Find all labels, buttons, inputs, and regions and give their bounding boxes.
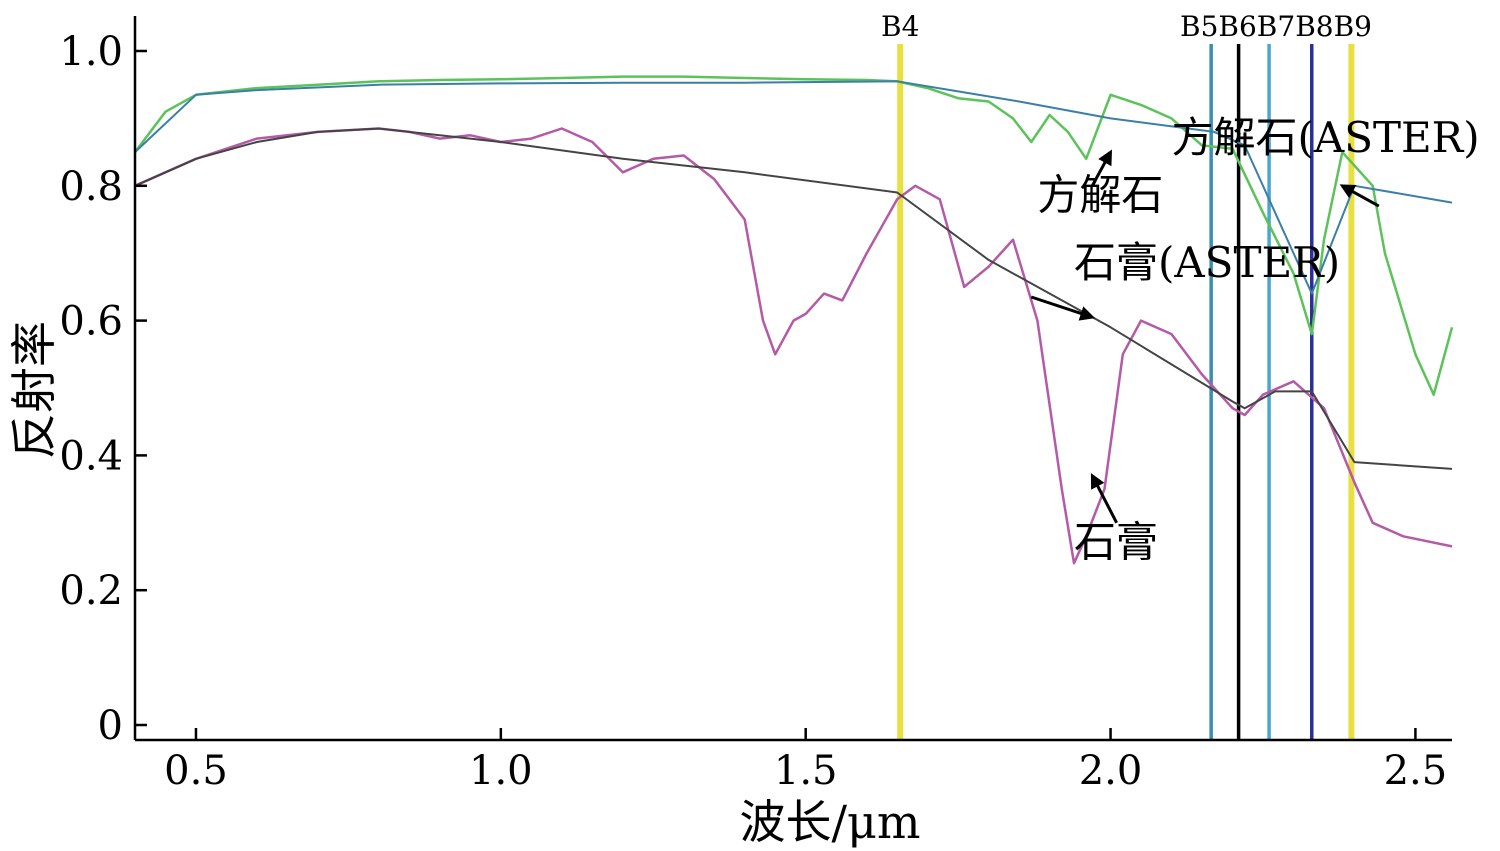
- annotation-label-2: 方解石(ASTER): [1172, 113, 1480, 162]
- x-tick-label: 2.5: [1384, 748, 1448, 794]
- y-tick-label: 0.2: [59, 568, 123, 614]
- y-tick-label: 0.6: [59, 299, 123, 345]
- annotation-label-1: 方解石: [1037, 170, 1163, 219]
- annotation-arrow-1: [1090, 149, 1112, 187]
- annotation-arrow-2: [1339, 184, 1380, 208]
- spectral-series: [134, 75, 1454, 565]
- x-tick-label: 1.0: [469, 748, 533, 794]
- x-tick-label: 1.5: [774, 748, 838, 794]
- series-line-2: [134, 80, 1453, 295]
- y-tick-label: 0.4: [59, 433, 123, 479]
- y-axis-title: 反射率: [7, 321, 61, 459]
- labels: B4 0 0.2 0.4 0.6 0.8 1.0 0.5 1.0 1.5 2.0 2.5: [59, 10, 1447, 794]
- y-tick-label: 1.0: [59, 29, 123, 75]
- x-tick-label: 2.0: [1079, 748, 1143, 794]
- x-tick-label: 0.5: [164, 748, 228, 794]
- y-tick-label: 0: [98, 703, 123, 749]
- annotation-label-3: 石膏(ASTER): [1074, 238, 1340, 287]
- annotation-arrow-3: [1030, 295, 1096, 321]
- y-tick-label: 0.8: [59, 164, 123, 210]
- band-header-label: B5B6B7B8B9: [1180, 10, 1372, 43]
- axes: [133, 16, 1452, 742]
- series-line-4: [134, 127, 1453, 470]
- x-axis-title: 波长/μm: [739, 795, 920, 849]
- series-line-1: [134, 75, 1454, 396]
- annotation-arrow-4: [1090, 472, 1118, 524]
- band-label-b4: B4: [881, 10, 919, 43]
- annotation-label-4: 石膏: [1074, 518, 1158, 567]
